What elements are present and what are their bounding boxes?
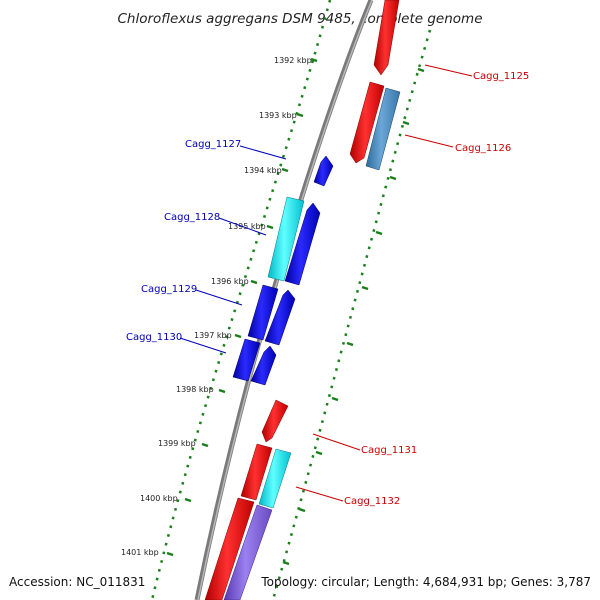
gene-cagg-1125[interactable] [373,0,400,76]
gene-cagg-1127[interactable] [313,155,334,187]
gene-label-cagg-1131[interactable]: Cagg_1131 [361,445,417,456]
ruler-label: 1396 kbp [211,277,249,286]
gene-feature-red[interactable] [349,81,385,164]
accession-text: Accession: NC_011831 [9,575,145,589]
ruler-label: 1397 kbp [194,331,232,340]
reverse-strand-features [232,155,334,386]
gene-cagg-1131[interactable] [261,399,289,443]
gene-cagg-1132[interactable] [258,448,292,509]
gene-labels: Cagg_1125 Cagg_1126 Cagg_1127 Cagg_1128 … [126,71,529,507]
gene-label-cagg-1130[interactable]: Cagg_1130 [126,332,182,343]
map-title: Chloroflexus aggregans DSM 9485, complet… [117,11,482,27]
gene-feature-blue[interactable] [284,202,321,286]
gene-feature-red[interactable] [204,497,255,600]
gene-label-cagg-1129[interactable]: Cagg_1129 [141,284,197,295]
gene-feature-blue[interactable] [250,345,277,386]
gene-feature-red[interactable] [240,443,273,501]
ruler-label: 1400 kbp [140,494,178,503]
ruler-outer [271,29,432,600]
ruler-label: 1395 kbp [228,222,266,231]
ruler-label: 1392 kbp [274,56,312,65]
ruler-label: 1393 kbp [259,111,297,120]
gene-label-cagg-1126[interactable]: Cagg_1126 [455,143,511,154]
gene-cagg-1129[interactable] [247,284,279,341]
ruler-label: 1398 kbp [176,385,214,394]
ruler-label: 1401 kbp [121,548,159,557]
ruler-inner [150,0,332,600]
label-leaders [179,64,473,502]
ruler-labels: 1392 kbp 1393 kbp 1394 kbp 1395 kbp 1396… [121,56,312,557]
topology-text: Topology: circular; Length: 4,684,931 bp… [260,575,591,589]
gene-label-cagg-1125[interactable]: Cagg_1125 [473,71,529,82]
ruler-label: 1394 kbp [244,166,282,175]
ruler-inner-ticks [166,57,318,557]
ruler-label: 1399 kbp [158,439,196,448]
gene-cagg-1130[interactable] [232,338,261,382]
gene-cagg-1128[interactable] [267,196,305,282]
gene-label-cagg-1128[interactable]: Cagg_1128 [164,212,220,223]
gene-label-cagg-1127[interactable]: Cagg_1127 [185,139,241,150]
gene-label-cagg-1132[interactable]: Cagg_1132 [344,496,400,507]
forward-strand-features [204,0,401,600]
gene-cagg-1126[interactable] [365,87,401,171]
ruler-outer-ticks [282,67,425,566]
gene-feature-blue[interactable] [264,289,296,346]
gene-feature-purple[interactable] [223,504,273,600]
